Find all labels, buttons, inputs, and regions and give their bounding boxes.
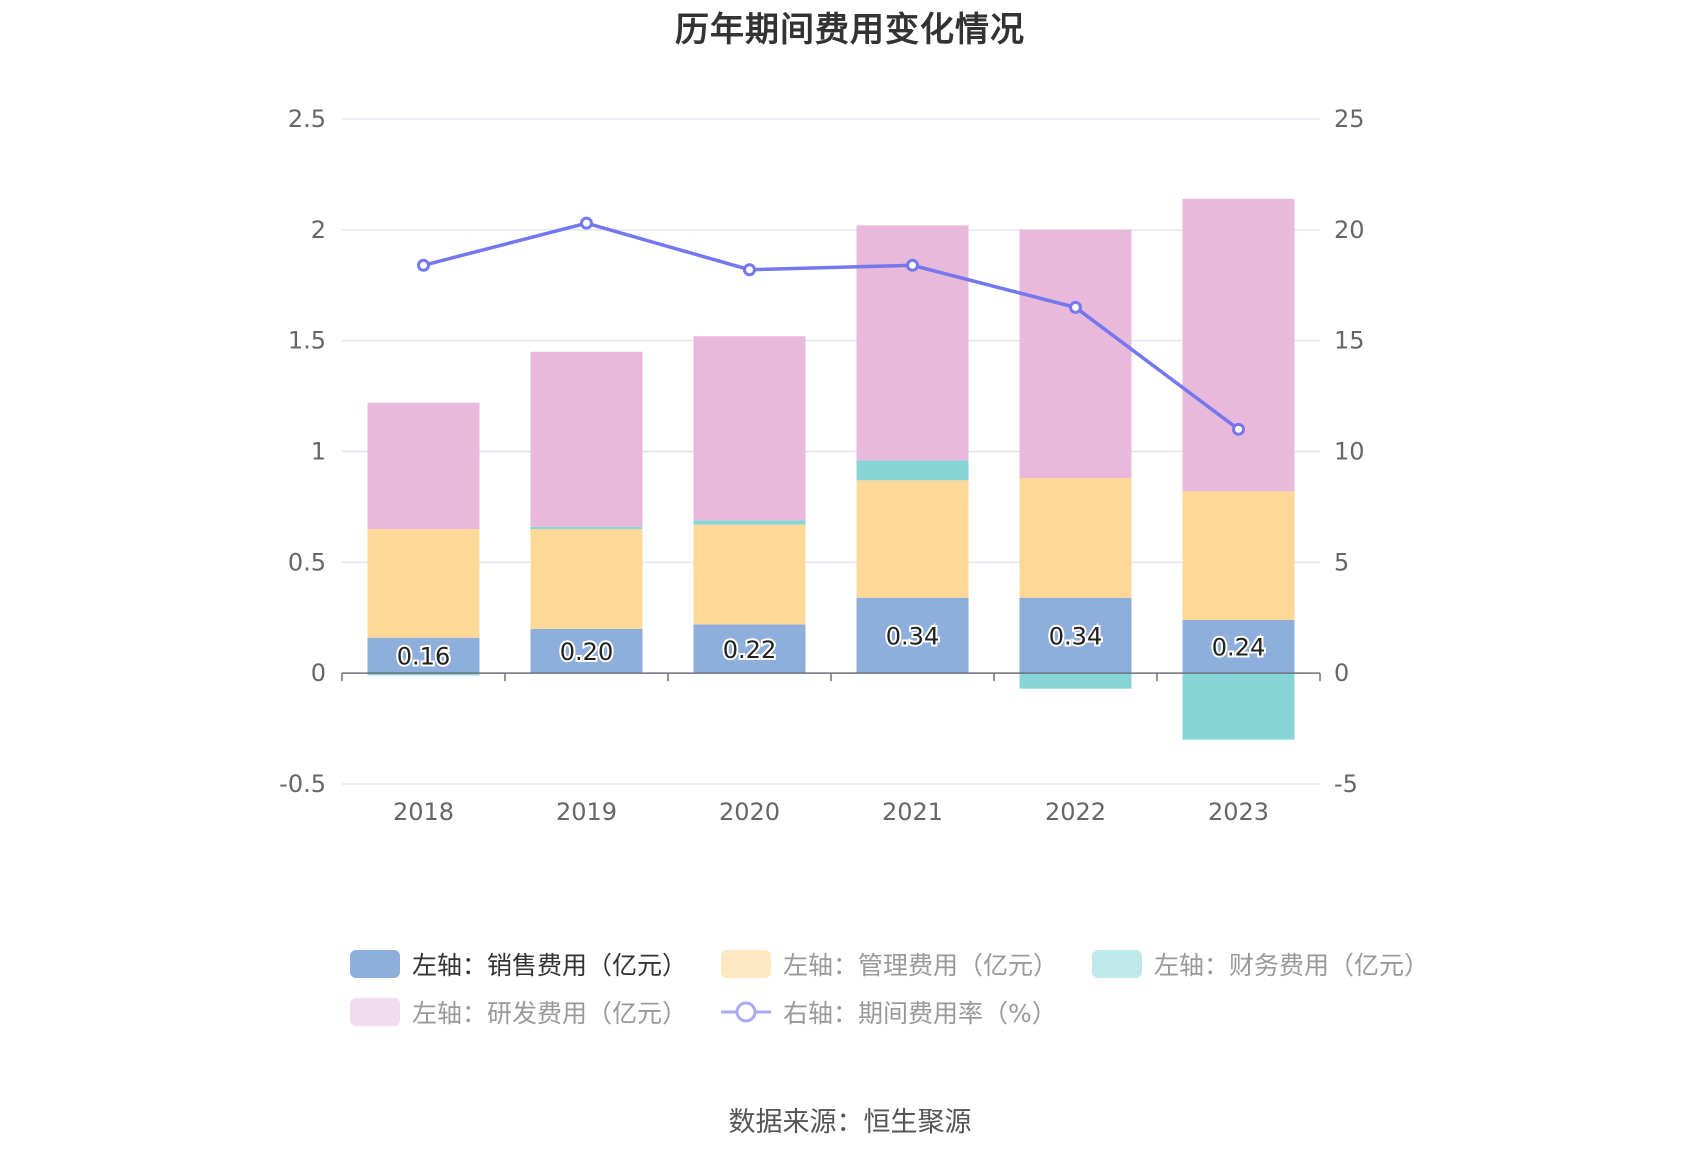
bar-data-label: 0.20 bbox=[560, 638, 613, 666]
legend-row: 左轴：研发费用（亿元） 右轴：期间费用率（%） bbox=[350, 988, 1410, 1036]
rate-line-point bbox=[906, 258, 919, 272]
legend-item[interactable]: 左轴：财务费用（亿元） bbox=[1092, 946, 1429, 982]
data-labels: 0.16 0.20 0.22 0.34 0.34 0.24 bbox=[395, 620, 1267, 672]
axes: 2.5 25 2 20 1.5 15 1 10 0.5 5 0 0 -0.5 -5 2018 2019 2020… bbox=[279, 105, 1364, 826]
legend-swatch bbox=[721, 950, 772, 978]
chart-title: 历年期间费用变化情况 bbox=[675, 10, 1025, 50]
bar-data-label: 0.34 bbox=[1049, 622, 1102, 650]
bar-segment bbox=[530, 529, 643, 629]
bar-data-label: 0.22 bbox=[723, 636, 776, 664]
x-category-label: 2019 bbox=[556, 798, 617, 826]
bar-data-label: 0.34 bbox=[886, 622, 939, 650]
rate-line-point bbox=[1069, 300, 1082, 314]
bar-segment bbox=[693, 520, 806, 525]
legend-item[interactable]: 左轴：销售费用（亿元） bbox=[350, 946, 687, 982]
rate-line-point bbox=[417, 258, 430, 272]
rate-line-point bbox=[580, 216, 593, 230]
left-tick-label: 1.5 bbox=[288, 327, 326, 355]
bar-segment bbox=[693, 336, 806, 521]
left-tick-label: 0.5 bbox=[288, 548, 326, 576]
bar-segment bbox=[367, 637, 480, 674]
bar-segment bbox=[1019, 478, 1132, 598]
right-tick-label: 5 bbox=[1334, 548, 1349, 576]
bar-segment bbox=[856, 480, 969, 598]
bar-segment bbox=[530, 628, 643, 674]
bar-segment bbox=[367, 529, 480, 638]
left-tick-label: 1 bbox=[311, 438, 326, 466]
bar-segment bbox=[530, 351, 643, 527]
right-tick-label: 25 bbox=[1334, 105, 1365, 133]
legend-label: 左轴：财务费用（亿元） bbox=[1154, 951, 1430, 980]
left-tick-label: -0.5 bbox=[279, 770, 326, 798]
rate-line bbox=[417, 216, 1245, 436]
left-tick-label: 2 bbox=[311, 216, 326, 244]
bar-segment bbox=[693, 524, 806, 625]
right-tick-label: 20 bbox=[1334, 216, 1365, 244]
right-tick-label: -5 bbox=[1334, 770, 1358, 798]
stacked-bar-line-chart: 2.5 25 2 20 1.5 15 1 10 0.5 5 0 0 -0.5 -5 2018 2019 2020… bbox=[279, 105, 1364, 826]
legend-line-icon bbox=[721, 1001, 772, 1023]
x-category-label: 2020 bbox=[719, 798, 780, 826]
legend-row: 左轴：销售费用（亿元） 左轴：管理费用（亿元） 左轴：财务费用（亿元） bbox=[350, 940, 1429, 988]
x-category-label: 2021 bbox=[882, 798, 943, 826]
legend-label: 右轴：期间费用率（%） bbox=[783, 999, 1057, 1028]
left-tick-label: 2.5 bbox=[288, 105, 326, 133]
legend-swatch bbox=[350, 950, 400, 978]
bar-data-label: 0.24 bbox=[1212, 634, 1265, 662]
x-category-label: 2022 bbox=[1045, 798, 1106, 826]
legend-swatch bbox=[1092, 950, 1143, 978]
legend-label: 左轴：管理费用（亿元） bbox=[783, 951, 1059, 980]
bar-segment bbox=[1182, 673, 1295, 740]
legend-item[interactable]: 左轴：管理费用（亿元） bbox=[721, 946, 1058, 982]
bar-segment bbox=[1182, 491, 1295, 620]
bar-segment bbox=[693, 624, 806, 674]
right-tick-label: 10 bbox=[1334, 438, 1365, 466]
legend-label: 左轴：销售费用（亿元） bbox=[412, 951, 688, 980]
rate-line-path bbox=[423, 221, 1240, 431]
legend: 左轴：销售费用（亿元） 左轴：管理费用（亿元） 左轴：财务费用（亿元） 左轴：研发费… bbox=[350, 940, 1429, 1036]
x-category-label: 2023 bbox=[1208, 798, 1269, 826]
left-tick-label: 0 bbox=[311, 659, 326, 687]
bar-segment bbox=[1182, 198, 1295, 492]
bars bbox=[367, 198, 1295, 740]
bar-segment bbox=[856, 460, 969, 481]
bar-segment bbox=[1019, 229, 1132, 479]
bar-segment bbox=[367, 673, 480, 676]
legend-swatch bbox=[350, 998, 400, 1026]
rate-line-point bbox=[743, 263, 756, 277]
rate-line-point bbox=[1232, 422, 1245, 436]
bar-segment bbox=[856, 597, 969, 674]
x-category-label: 2018 bbox=[393, 798, 454, 826]
legend-item[interactable]: 左轴：研发费用（亿元） bbox=[350, 994, 687, 1030]
bar-segment bbox=[1019, 673, 1132, 689]
right-tick-label: 0 bbox=[1334, 659, 1349, 687]
right-tick-label: 15 bbox=[1334, 327, 1365, 355]
bar-data-label: 0.16 bbox=[397, 642, 450, 670]
data-source: 数据来源：恒生聚源 bbox=[728, 1107, 972, 1138]
legend-label: 左轴：研发费用（亿元） bbox=[412, 999, 688, 1028]
legend-item[interactable]: 右轴：期间费用率（%） bbox=[721, 994, 1057, 1030]
gridlines bbox=[342, 118, 1320, 785]
bar-segment bbox=[1019, 597, 1132, 674]
bar-segment bbox=[530, 526, 643, 530]
bar-segment bbox=[367, 402, 480, 530]
bar-segment bbox=[1182, 619, 1295, 674]
